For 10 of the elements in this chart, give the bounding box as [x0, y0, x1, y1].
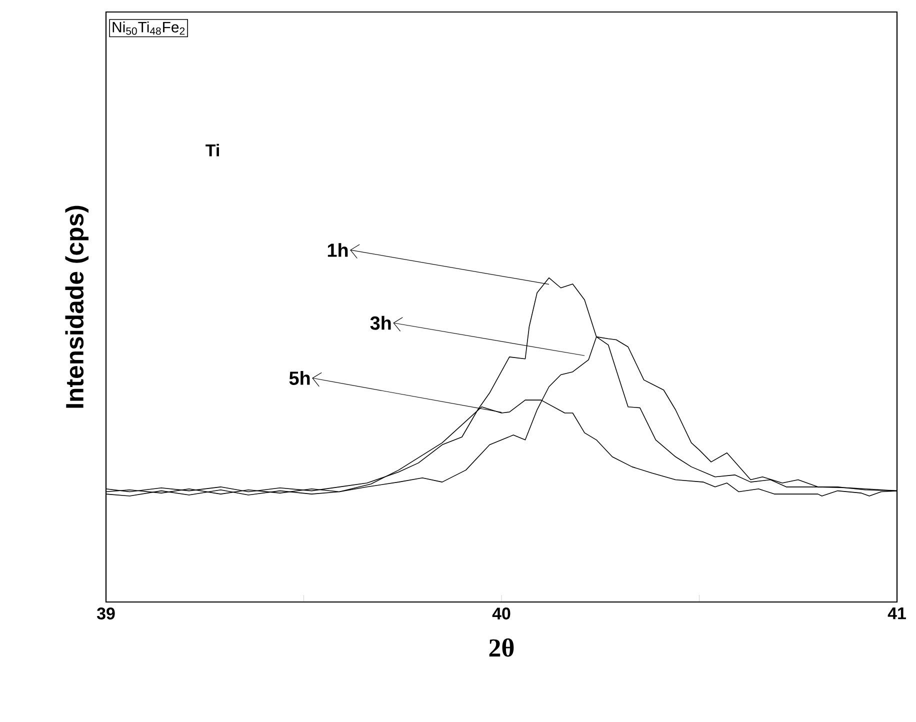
x-axis-title: 2θ [489, 638, 514, 657]
x-tick-label: 40 [492, 608, 510, 620]
text: Ni$_{50}$Ti$_{48}$Fe$_{2}$ [112, 21, 185, 35]
text: Ti [206, 144, 219, 156]
legend-label: 1h [328, 243, 348, 257]
legend-label: 5h [289, 371, 310, 385]
x-tick-label: 41 [888, 608, 906, 620]
legend-label: 3h [370, 316, 391, 330]
y-axis-title: Intensidade (cps) [65, 206, 88, 408]
x-tick-label: 39 [96, 608, 115, 620]
